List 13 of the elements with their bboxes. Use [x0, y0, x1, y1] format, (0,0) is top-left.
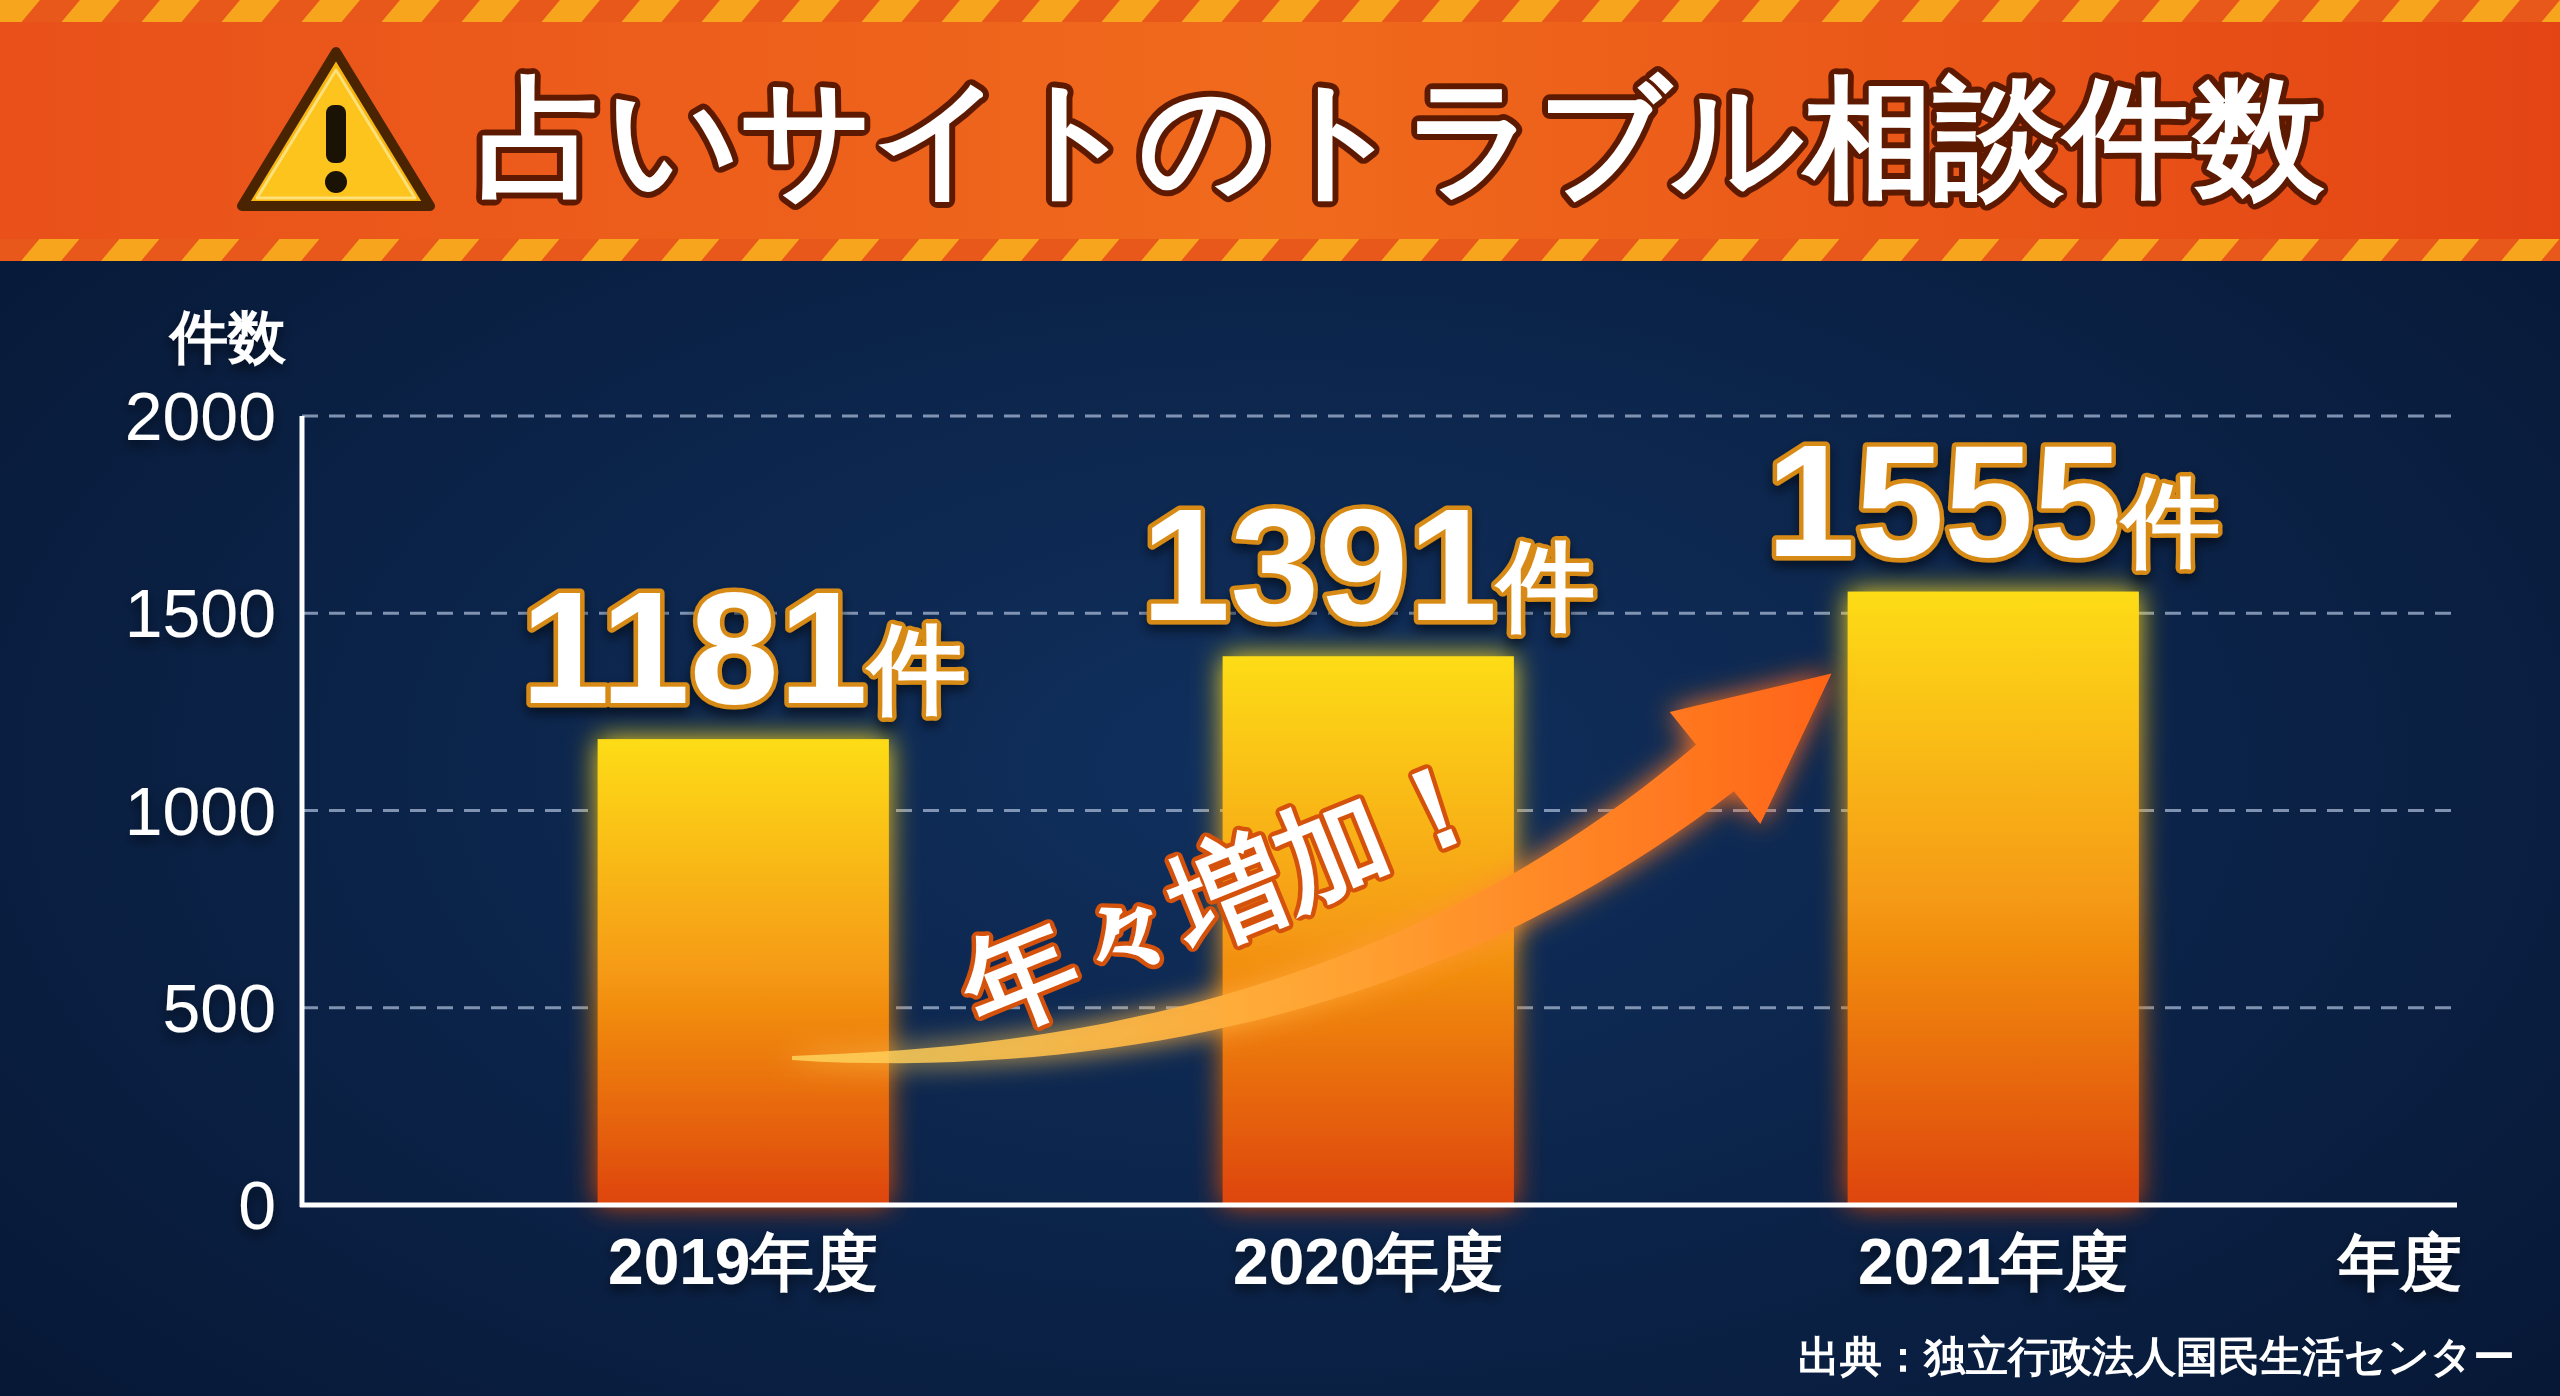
y-tick-label: 0 [238, 1167, 276, 1243]
y-tick-label: 1500 [124, 575, 276, 652]
annotation: 年々増加！ [942, 729, 1512, 1056]
x-tick-label: 2020年度 [1233, 1226, 1504, 1298]
y-tick-label: 2000 [124, 378, 276, 454]
x-tick-label: 2019年度 [608, 1226, 879, 1298]
y-axis-title: 件数 [168, 303, 287, 369]
y-tick-label: 1000 [124, 772, 276, 849]
x-axis-title: 年度 [2336, 1227, 2462, 1297]
source-note: 出典：独立行政法人国民生活センター [1798, 1332, 2515, 1380]
title: 占いサイトのトラブル相談件数 [476, 65, 2324, 211]
y-tick-label: 500 [162, 969, 276, 1046]
x-tick-label: 2021年度 [1858, 1226, 2129, 1298]
